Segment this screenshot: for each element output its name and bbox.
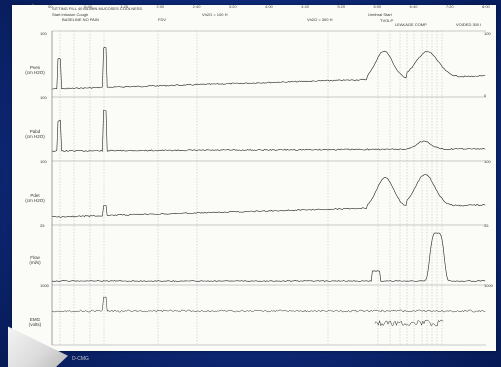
time-tick: 4:40 bbox=[301, 4, 309, 9]
header-right1: Urethral Start bbox=[368, 12, 392, 17]
time-tick: 2:00 bbox=[156, 4, 165, 9]
chart-traces bbox=[51, 30, 486, 346]
header-right4: VOIDED 300 I bbox=[456, 22, 482, 27]
pdet-max: 100 bbox=[40, 159, 47, 164]
time-tick: 6:40 bbox=[409, 4, 418, 9]
channel-label-emg: EMG (volts) bbox=[28, 317, 42, 327]
flow-max: 25 bbox=[40, 223, 45, 228]
channel-label-pabd: Pabd (cm H2O) bbox=[25, 129, 45, 139]
header-mid1: FDV bbox=[158, 17, 166, 22]
time-tick: 0:40 bbox=[84, 4, 92, 9]
pabd-max: 100 bbox=[40, 95, 47, 100]
time-tick: 4:00 bbox=[265, 4, 273, 9]
slide-caption: D-CMG bbox=[72, 356, 89, 362]
header-left: SITTING FILL 40 ML/MIN MUCOSES COOLNESS bbox=[52, 6, 143, 11]
pves-min-right: 0 bbox=[484, 93, 487, 98]
time-tick: 2:40 bbox=[192, 4, 201, 9]
time-tick: 3:20 bbox=[228, 4, 237, 9]
time-tick: 1:20 bbox=[120, 4, 129, 9]
emg-max-right: 1000 bbox=[484, 283, 493, 288]
header-mid3: Vh2O = 300 H bbox=[307, 17, 333, 22]
pves-max-right: 100 bbox=[484, 31, 491, 36]
header-right2: TVOLP bbox=[380, 18, 394, 23]
time-tick: 6:00 bbox=[373, 4, 382, 9]
time-tick: 00 bbox=[48, 4, 53, 9]
header-left3: BASELINE NO PAIN bbox=[62, 17, 99, 22]
header-left2: Start infusion Cough bbox=[52, 12, 89, 17]
header-mid2: Vh2O = 100 H bbox=[202, 12, 228, 17]
time-tick: 7:20 bbox=[445, 4, 454, 9]
channel-label-pdet: Pdet (cm H2O) bbox=[25, 193, 45, 203]
urodynamic-chart: SITTING FILL 40 ML/MIN MUCOSES COOLNESS … bbox=[12, 4, 496, 351]
flow-max-right: 25 bbox=[484, 223, 489, 228]
pves-max: 100 bbox=[40, 31, 47, 36]
time-tick: 8:00 bbox=[482, 4, 490, 9]
time-tick: 5:20 bbox=[337, 4, 346, 9]
emg-max: 1000 bbox=[40, 283, 49, 288]
header-right3: LEAKAGE COMP bbox=[395, 22, 427, 27]
channel-label-pves: Pves (cm H2O) bbox=[25, 65, 45, 75]
channel-label-flow: Flow (ml/s) bbox=[29, 255, 41, 265]
pdet-max-right: 100 bbox=[484, 159, 491, 164]
